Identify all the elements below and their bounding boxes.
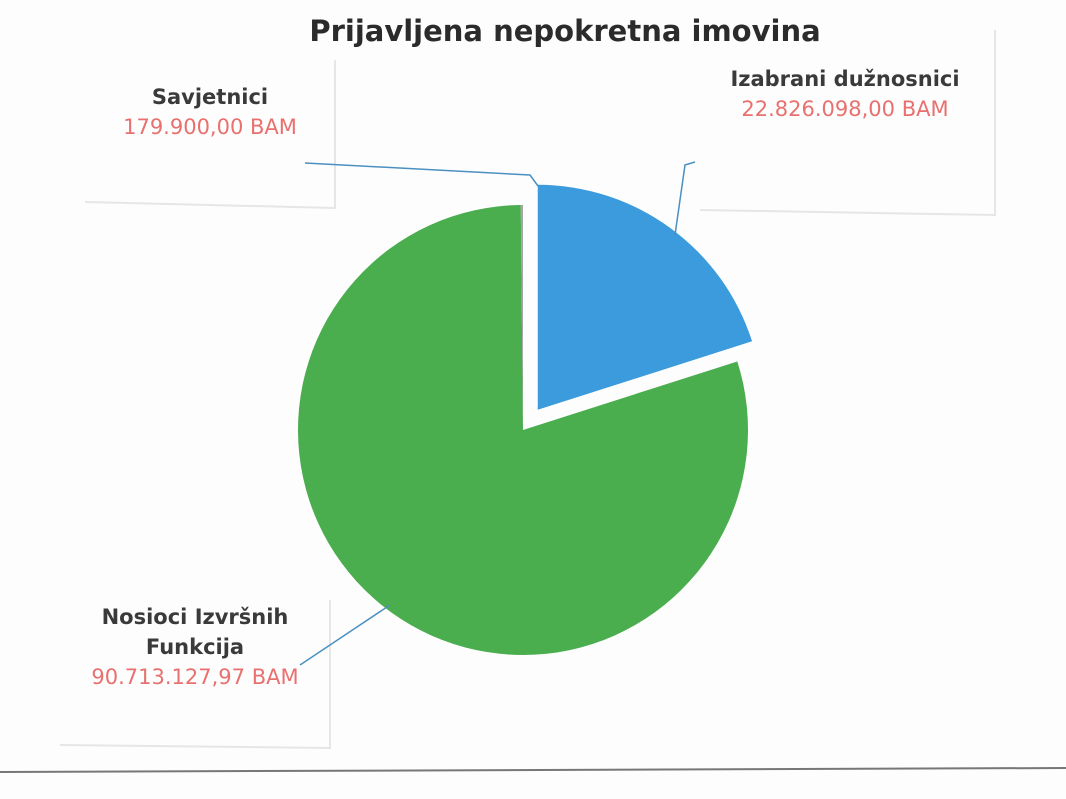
pie-slice (298, 205, 748, 656)
slices (298, 184, 753, 656)
category-name: Izabrani dužnosnici (730, 67, 960, 91)
value-label: 22.826.098,00 BAM (741, 97, 949, 121)
frame (699, 30, 996, 217)
value-label: 90.713.127,97 BAM (91, 665, 299, 689)
frame (84, 60, 336, 210)
leader-line (674, 161, 696, 236)
slice-label: Nosioci Izvršnih Funkcija 90.713.127,97 B… (80, 602, 310, 692)
frame-line (0, 767, 1066, 773)
leader-line (304, 162, 539, 187)
slice-label: Savjetnici 179.900,00 BAM (80, 82, 340, 142)
chart-title: Prijavljena nepokretna imovina (309, 14, 821, 48)
leader-line (299, 604, 391, 666)
pie-slice (537, 184, 753, 410)
slice-label: Izabrani dužnosnici 22.826.098,00 BAM (700, 64, 990, 124)
value-label: 179.900,00 BAM (123, 115, 297, 139)
category-name: Savjetnici (151, 85, 269, 109)
pie-slice (520, 205, 523, 430)
frame (59, 600, 331, 750)
category-name: Nosioci Izvršnih Funkcija (101, 605, 289, 659)
